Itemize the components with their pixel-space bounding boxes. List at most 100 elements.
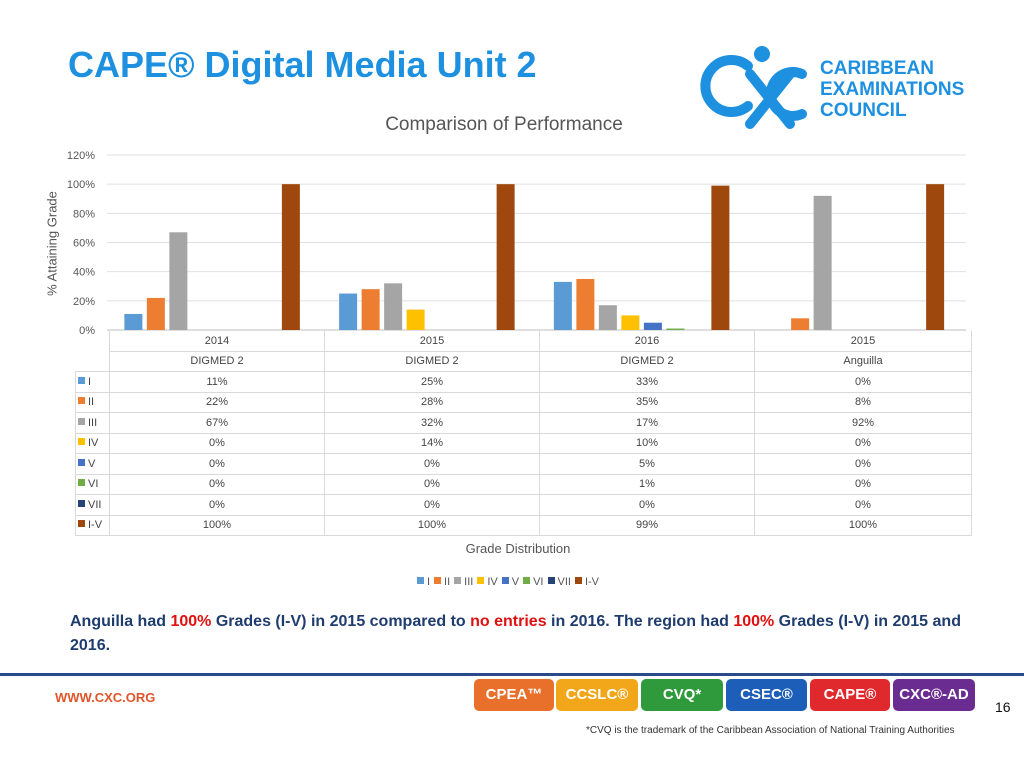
- table-cell: 1%: [539, 473, 755, 495]
- series-swatch: [78, 520, 85, 528]
- footnote: *CVQ is the trademark of the Caribbean A…: [586, 725, 955, 736]
- table-header-year: 2014: [109, 331, 325, 352]
- legend-swatch: [477, 577, 485, 584]
- bar-iii-2015-anguilla: [813, 195, 832, 330]
- programme-badge[interactable]: CPEA™: [474, 679, 554, 711]
- bar-vi-2016-digmed-2: [666, 328, 685, 330]
- table-cell: 0%: [109, 494, 325, 516]
- legend-label: III: [464, 576, 474, 588]
- legend-swatch: [454, 577, 462, 584]
- table-row-label: I: [75, 371, 110, 393]
- legend-item: II: [434, 576, 450, 588]
- series-swatch: [78, 397, 85, 405]
- legend-item: III: [454, 576, 473, 588]
- statement-highlight: 100%: [170, 613, 212, 630]
- bar-ii-2014-digmed-2: [146, 297, 165, 330]
- x-axis-title: Grade Distribution: [465, 541, 571, 556]
- table-header-year: 2015: [324, 331, 540, 352]
- table-cell: 67%: [109, 412, 325, 434]
- table-cell: 5%: [539, 453, 755, 475]
- programme-badge[interactable]: CSEC®: [726, 679, 807, 711]
- series-name: V: [88, 457, 96, 470]
- table-cell: 0%: [109, 432, 325, 454]
- series-name: I-V: [88, 519, 103, 532]
- table-cell: 11%: [109, 371, 325, 393]
- series-swatch: [78, 499, 85, 507]
- legend-label: I-V: [584, 576, 600, 588]
- series-swatch: [78, 458, 85, 466]
- page-number: 16: [995, 699, 1011, 715]
- table-cell: 92%: [754, 412, 972, 434]
- legend-item: I: [416, 576, 431, 588]
- table-header-year-row: 2014 2015 2016 2015: [76, 331, 972, 352]
- summary-statement: Anguilla had 100% Grades (I-V) in 2015 c…: [70, 610, 970, 658]
- legend-swatch: [574, 577, 582, 584]
- legend-swatch: [416, 577, 424, 584]
- bar-ii-2015-digmed-2: [361, 289, 380, 330]
- y-tick-label: 100%: [67, 179, 95, 191]
- table-header-year: 2015: [754, 331, 972, 352]
- legend-label: VII: [557, 576, 571, 588]
- table-row: III 67% 32% 17% 92%: [75, 412, 972, 434]
- series-swatch: [78, 479, 85, 487]
- bar-ii-2016-digmed-2: [576, 278, 595, 330]
- bar-chart: 0% 20% 40% 60% 80% 100% 120%: [67, 150, 966, 335]
- table-corner: [76, 351, 110, 372]
- table-row: I-V 100% 100% 99% 100%: [75, 514, 972, 536]
- table-cell: 0%: [109, 473, 325, 495]
- table-header-group-row: DIGMED 2 DIGMED 2 DIGMED 2 Anguilla: [76, 351, 972, 372]
- y-tick-label: 120%: [67, 150, 95, 162]
- statement-text: Anguilla had: [70, 613, 171, 630]
- table-header-year: 2016: [539, 331, 755, 352]
- series-name: II: [88, 396, 95, 409]
- bar-ii-2015-anguilla: [791, 318, 810, 330]
- statement-text: Grades (I-V) in 2015 compared to: [211, 613, 471, 630]
- table-row: VI 0% 0% 1% 0%: [75, 473, 972, 495]
- legend-swatch: [434, 577, 442, 584]
- series-name: I: [88, 375, 92, 388]
- legend-label: I: [426, 576, 431, 588]
- table-row-label: VI: [75, 473, 110, 495]
- bar-i-2014-digmed-2: [124, 313, 143, 330]
- bar-i-v-2015-digmed-2: [496, 184, 515, 330]
- table-row: IV 0% 14% 10% 0%: [75, 432, 972, 454]
- logo-c1-shape: [700, 55, 753, 117]
- series-swatch: [78, 417, 85, 425]
- table-cell: 100%: [324, 514, 540, 536]
- table-cell: 32%: [324, 412, 540, 434]
- page-title: CAPE® Digital Media Unit 2: [68, 44, 537, 85]
- statement-highlight: no entries: [470, 613, 547, 630]
- org-name-line: EXAMINATIONS: [820, 79, 965, 100]
- bar-i-2015-digmed-2: [339, 293, 358, 330]
- table-row: I 11% 25% 33% 0%: [75, 371, 972, 393]
- table-header-group: Anguilla: [754, 351, 972, 372]
- website-link[interactable]: WWW.CXC.ORG: [55, 690, 156, 705]
- table-cell: 8%: [754, 391, 972, 413]
- series-name: IV: [88, 437, 99, 450]
- series-name: III: [88, 416, 98, 429]
- legend-label: II: [444, 576, 451, 588]
- legend-label: VI: [533, 576, 544, 588]
- programme-badge[interactable]: CVQ*: [641, 679, 723, 711]
- bar-i-v-2015-anguilla: [926, 184, 945, 330]
- programme-badge[interactable]: CCSLC®: [556, 679, 638, 711]
- bar-i-v-2014-digmed-2: [281, 184, 300, 330]
- y-tick-label: 80%: [73, 208, 95, 220]
- table-cell: 0%: [754, 494, 972, 516]
- table-cell: 0%: [754, 473, 972, 495]
- table-cell: 33%: [539, 371, 755, 393]
- table-header-group: DIGMED 2: [324, 351, 540, 372]
- programme-badge[interactable]: CXC®-AD: [893, 679, 975, 711]
- table-cell: 0%: [324, 453, 540, 475]
- chart-title: Comparison of Performance: [385, 114, 623, 135]
- bar-iv-2016-digmed-2: [621, 315, 640, 330]
- table-cell: 0%: [324, 473, 540, 495]
- org-name: CARIBBEAN EXAMINATIONS COUNCIL: [820, 58, 964, 121]
- series-name: VII: [88, 498, 102, 511]
- table-cell: 100%: [109, 514, 325, 536]
- programme-badge[interactable]: CAPE®: [810, 679, 890, 711]
- table-cell: 28%: [324, 391, 540, 413]
- table-cell: 14%: [324, 432, 540, 454]
- table-row: II 22% 28% 35% 8%: [75, 391, 972, 413]
- statement-text: Grades (I-V) in 2015 and 2016.: [70, 613, 961, 654]
